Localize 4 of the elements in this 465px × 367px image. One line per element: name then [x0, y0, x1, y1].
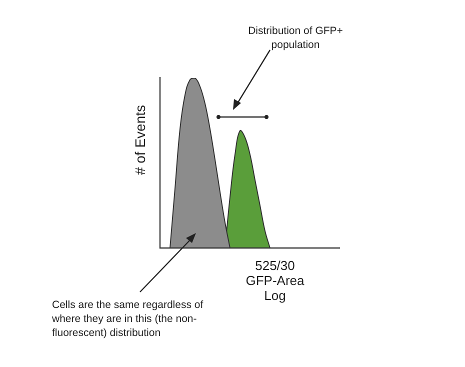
y-axis-title: # of Events	[132, 104, 148, 178]
text: Cells are the same regardless of where they are in this (the non-fluorescent) distribution	[52, 298, 204, 340]
text: Distribution of GFP+ population	[247, 24, 344, 52]
x-axis-title: 525/30 GFP-Area Log	[244, 258, 306, 303]
